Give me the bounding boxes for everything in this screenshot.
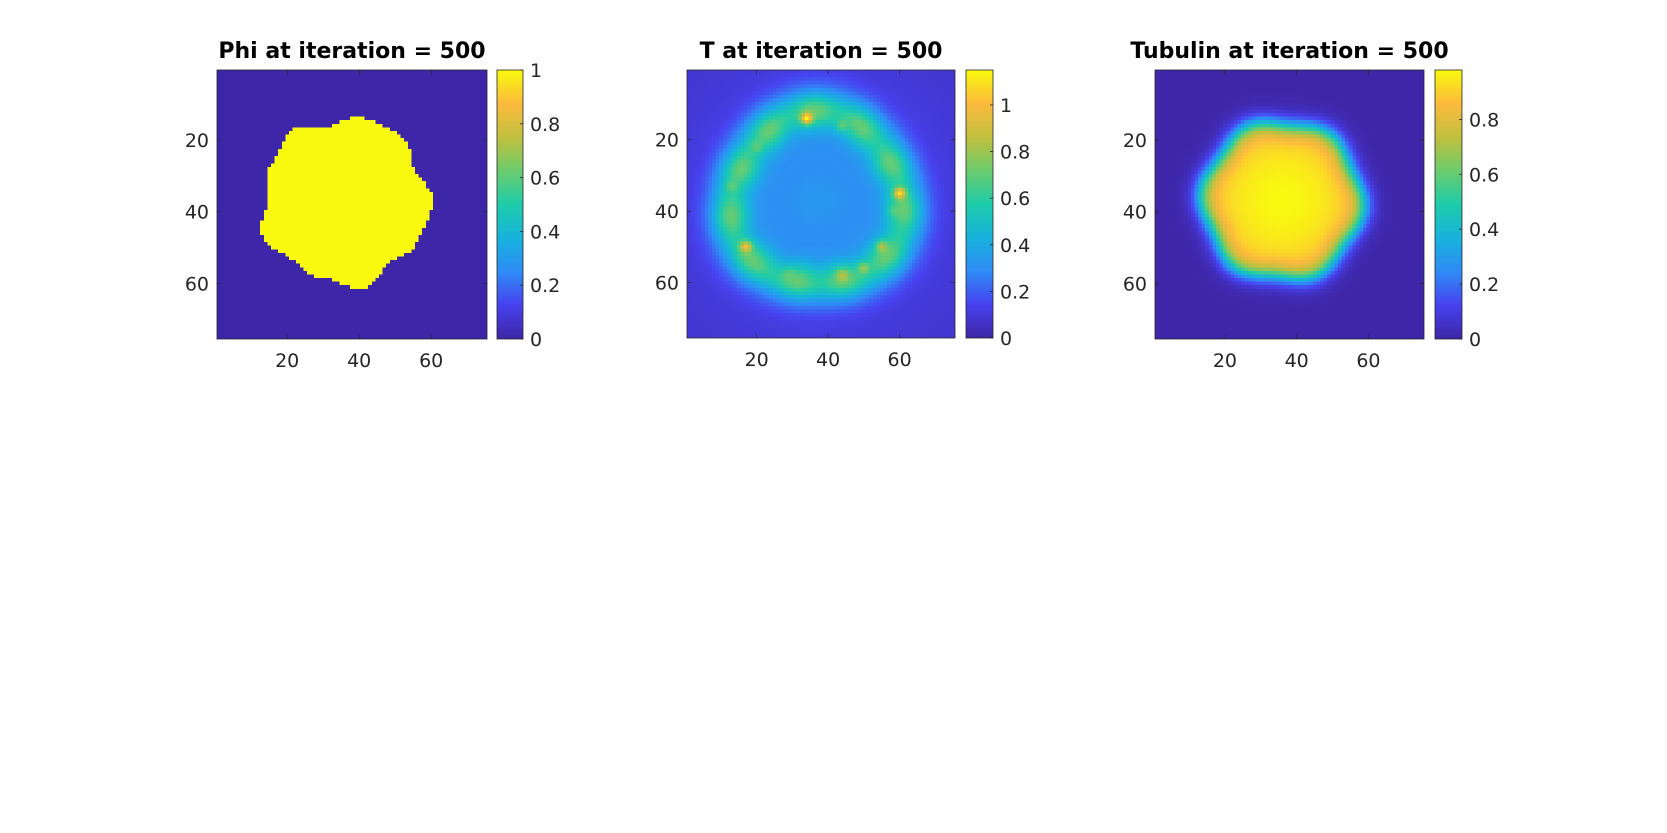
phi-subplot: Phi at iteration = 500 20 40 60 20 40 60 0 0.2… (185, 39, 560, 372)
phi-axis-ticks: 20 40 60 20 40 60 (185, 70, 487, 372)
phi-colorbar (497, 70, 523, 339)
tubulin-subplot: Tubulin at iteration = 500 20 40 60204060 … (1123, 39, 1499, 372)
tubulin-axes-frame (1154, 69, 1425, 340)
tubulin-colorbar-tick-label: 0.6 (1469, 164, 1499, 186)
t-y-tick-label: 60 (655, 273, 679, 295)
t-colorbar-tick-label: 0.2 (1000, 281, 1030, 303)
t-x-tick-label: 20 (745, 349, 769, 371)
phi-title: Phi at iteration = 500 (218, 39, 485, 64)
phi-x-tick-label: 20 (275, 350, 299, 372)
t-x-tick-label: 60 (888, 349, 912, 371)
tubulin-colorbar-ticks: 0 0.2 0.4 0.6 0.8 (1459, 109, 1499, 351)
tubulin-y-tick-label: 60 (1123, 273, 1147, 295)
phi-colorbar-ticks: 0 0.2 0.4 0.6 0.8 1 (520, 60, 560, 351)
tubulin-heatmap (1155, 70, 1424, 339)
phi-colorbar-tick-label: 0.8 (530, 114, 560, 136)
tubulin-colorbar-tick-label: 0.2 (1469, 274, 1499, 296)
phi-colorbar-frame (496, 69, 524, 340)
tubulin-colorbar-tick-label: 0.8 (1469, 109, 1499, 131)
t-colorbar (966, 70, 993, 338)
phi-x-tick-label: 60 (419, 350, 443, 372)
t-colorbar-tick-label: 0.6 (1000, 188, 1030, 210)
tubulin-y-tick-label: 40 (1123, 202, 1147, 224)
phi-colorbar-tick-label: 0.2 (530, 275, 560, 297)
tubulin-x-tick-label: 60 (1356, 350, 1380, 372)
tubulin-x-tick-label: 20 (1213, 350, 1237, 372)
phi-y-tick-label: 40 (185, 202, 209, 224)
phi-axes-frame (216, 69, 488, 340)
phi-y-tick-label: 20 (185, 130, 209, 152)
tubulin-colorbar-tick-label: 0.4 (1469, 219, 1499, 241)
t-y-tick-label: 40 (655, 201, 679, 223)
t-colorbar-tick-label: 0.8 (1000, 142, 1030, 164)
t-axes-frame (686, 69, 956, 339)
t-subplot: T at iteration = 500 20 40 60 20 40 60 0 0.2 0.… (655, 39, 1030, 371)
tubulin-colorbar (1435, 70, 1462, 339)
t-colorbar-tick-label: 0.4 (1000, 235, 1030, 257)
tubulin-colorbar-frame (1434, 69, 1463, 340)
phi-colorbar-tick-label: 1 (530, 60, 542, 82)
phi-heatmap (217, 70, 487, 339)
t-title: T at iteration = 500 (700, 39, 943, 64)
tubulin-axis-ticks: 20 40 60 20 40 60 (1123, 70, 1424, 372)
phi-x-tick-label: 40 (347, 350, 371, 372)
tubulin-x-tick-label: 40 (1285, 350, 1309, 372)
t-colorbar-tick-label: 0 (1000, 328, 1012, 350)
phi-colorbar-tick-label: 0.6 (530, 168, 560, 190)
tubulin-y-tick-label: 20 (1123, 130, 1147, 152)
t-colorbar-tick-label: 1 (1000, 95, 1012, 117)
tubulin-title: Tubulin at iteration = 500 (1130, 39, 1448, 64)
t-colorbar-frame (965, 69, 994, 339)
phi-colorbar-tick-label: 0 (530, 329, 542, 351)
t-heatmap (687, 70, 955, 338)
tubulin-colorbar-tick-label: 0 (1469, 329, 1481, 351)
t-y-tick-label: 20 (655, 130, 679, 152)
phi-colorbar-tick-label: 0.4 (530, 221, 560, 243)
t-axis-ticks: 20 40 60 20 40 60 (655, 70, 955, 371)
phi-y-tick-label: 60 (185, 273, 209, 295)
t-colorbar-ticks: 0 0.2 0.4 0.6 0.8 1 (990, 95, 1030, 350)
t-x-tick-label: 40 (816, 349, 840, 371)
